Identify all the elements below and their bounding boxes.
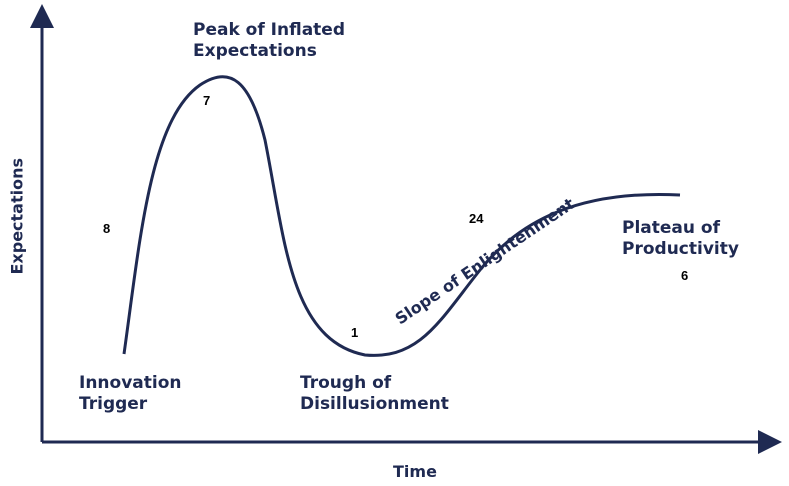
count-trough: 1 <box>351 325 359 340</box>
count-slope: 24 <box>469 211 484 226</box>
count-plateau: 6 <box>681 268 689 283</box>
phase-label-trough: Trough of Disillusionment <box>300 373 449 414</box>
phase-label-peak: Peak of Inflated Expectations <box>193 20 346 61</box>
x-axis-label: Time <box>393 462 437 481</box>
count-peak: 7 <box>203 93 211 108</box>
count-innovation-trigger: 8 <box>103 221 111 236</box>
phase-label-innovation-trigger: Innovation Trigger <box>79 373 182 414</box>
phase-label-slope: Slope of Enlightenment <box>392 194 579 328</box>
hype-curve <box>122 75 681 357</box>
y-axis-label: Expectations <box>7 157 27 275</box>
phase-label-plateau: Plateau of Productivity <box>622 218 739 259</box>
